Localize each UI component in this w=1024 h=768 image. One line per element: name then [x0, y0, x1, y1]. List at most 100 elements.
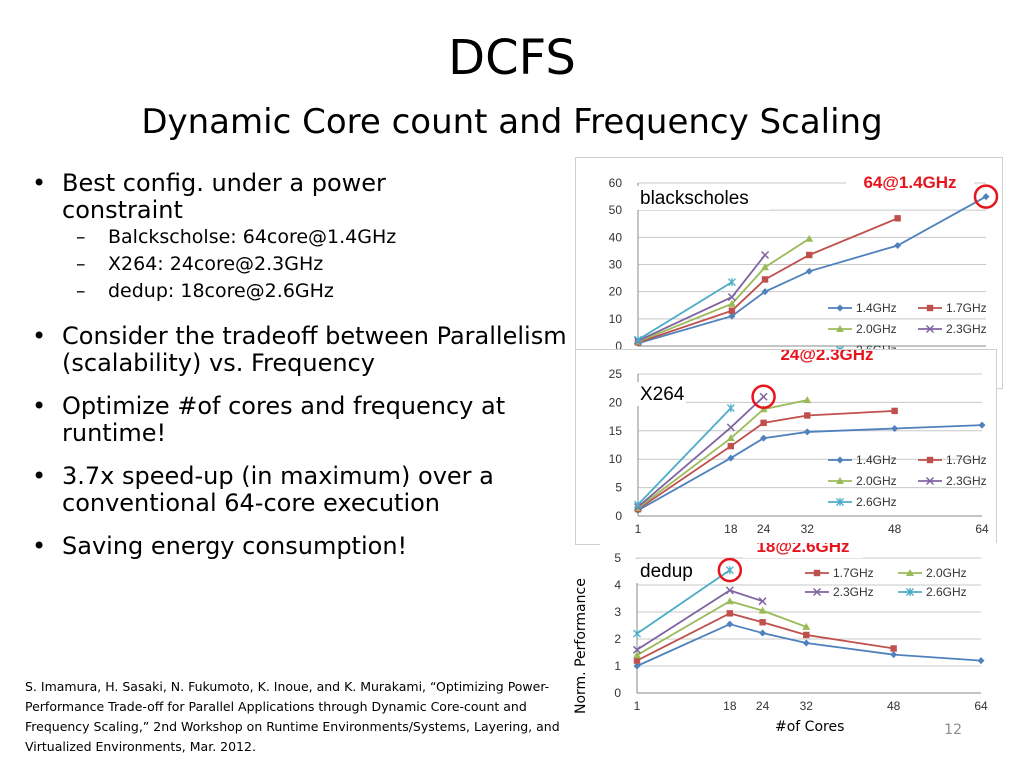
data-point — [761, 250, 770, 260]
x-tick-label: 64 — [975, 522, 989, 536]
legend-marker — [836, 304, 844, 312]
data-point — [890, 651, 898, 659]
chart-title: blackscholes — [640, 188, 749, 209]
annotation-bg — [762, 350, 892, 366]
sub-bullet-text: dedup: 18core@2.6GHz — [108, 280, 334, 302]
data-point — [802, 622, 811, 630]
sub-bullet-item: – Balckscholse: 64core@1.4GHz — [28, 224, 588, 251]
slide-title: DCFS — [448, 30, 576, 86]
data-point — [726, 434, 735, 442]
legend-marker — [836, 498, 844, 506]
data-point — [761, 288, 769, 296]
legend-label: 2.0GHz — [856, 474, 897, 488]
legend-entry: 2.6GHz — [898, 585, 967, 599]
x-tick-label: 64 — [974, 699, 988, 713]
data-point — [633, 662, 641, 670]
annotation-label: 64@1.4GHz — [863, 173, 956, 192]
legend-label: 2.3GHz — [946, 474, 987, 488]
legend-entry: 2.3GHz — [918, 474, 987, 488]
legend-label: 1.7GHz — [946, 301, 987, 315]
series-1.7GHz — [633, 610, 897, 664]
y-tick-label: 0 — [614, 686, 621, 700]
dash-icon: – — [76, 226, 86, 248]
sub-bullet-item: – dedup: 18core@2.6GHz — [28, 278, 588, 305]
data-point — [760, 419, 767, 427]
y-tick-label: 2 — [614, 632, 621, 646]
data-point — [633, 651, 641, 659]
data-point — [894, 215, 901, 222]
legend-label: 2.0GHz — [856, 322, 897, 336]
data-point — [725, 566, 734, 575]
bullet-item: • Optimize #of cores and frequency at run… — [28, 393, 602, 447]
bullet-text: Consider the tradeoff between Parallelis… — [62, 322, 567, 377]
chart-svg: 01020304050601.4GHz1.7GHz2.0GHz2.3GHz2.6… — [609, 170, 999, 357]
legend-entry: 2.6GHz — [828, 495, 897, 509]
legend-label: 1.4GHz — [856, 453, 897, 467]
legend-entry: 2.0GHz — [898, 566, 967, 580]
data-point — [761, 276, 769, 283]
bullet-text: Saving energy consumption! — [62, 532, 408, 560]
y-tick-label: 50 — [609, 203, 623, 217]
series-line — [636, 600, 807, 656]
series-2.3GHz — [633, 392, 768, 511]
legend-entry: 2.0GHz — [828, 322, 897, 336]
x-tick-label: 1 — [635, 522, 642, 536]
series-line — [637, 399, 808, 509]
series-1.4GHz — [634, 421, 986, 514]
data-point — [726, 423, 735, 432]
chart-dedup: 0 1 2 3 4 5 1 18 24 32 48 64 1.7GHz 2.0GHz 2.3GHz 2.6GH… — [600, 543, 997, 723]
data-point — [803, 428, 811, 436]
bullet-dot-icon: • — [32, 532, 47, 560]
slide-number: 12 — [944, 722, 962, 738]
y-tick-label: 3 — [614, 605, 621, 619]
x-tick-label: 48 — [888, 522, 902, 536]
legend-entry: 2.3GHz — [805, 585, 874, 599]
annotation-label: 24@2.3GHz — [780, 350, 873, 364]
y-tick-label: 60 — [609, 176, 623, 190]
series-2.0GHz — [634, 234, 814, 345]
series-line — [636, 623, 982, 667]
legend-label: 1.7GHz — [833, 566, 874, 580]
bullet-dot-icon: • — [32, 462, 47, 490]
bullet-item: • 3.7x speed-up (in maximum) over a conve… — [28, 463, 602, 517]
bullet-dot-icon: • — [32, 169, 47, 197]
x-axis-label: #of Cores — [775, 719, 845, 735]
data-point — [633, 657, 641, 664]
data-point — [760, 434, 768, 442]
data-point — [727, 293, 736, 302]
data-point — [802, 639, 810, 647]
series-line — [637, 237, 810, 343]
chart-svg: 0 5 10 15 20 25 1 18 24 32 48 64 1.4GHz 1.7GHz 2.0GHz 2… — [609, 350, 989, 536]
series-1.4GHz — [634, 193, 990, 347]
bullet-item: • Consider the tradeoff between Paralleli… — [28, 323, 622, 377]
data-point — [759, 629, 767, 637]
y-tick-label: 5 — [614, 551, 621, 565]
series-line — [636, 569, 731, 635]
bullet-dot-icon: • — [32, 322, 47, 350]
legend-label: 2.3GHz — [946, 322, 987, 336]
y-tick-label: 4 — [614, 578, 621, 592]
legend-marker — [813, 569, 821, 577]
series-line — [637, 281, 733, 341]
x-tick-label: 18 — [724, 522, 738, 536]
y-tick-label: 1 — [614, 659, 621, 673]
legend-label: 2.0GHz — [926, 566, 967, 580]
y-tick-label: 20 — [609, 285, 623, 299]
y-tick-label: 10 — [609, 312, 623, 326]
data-point — [726, 404, 735, 413]
data-point — [728, 312, 736, 320]
x-tick-label: 18 — [723, 699, 737, 713]
series-1.4GHz — [633, 620, 985, 670]
x-tick-label: 32 — [800, 699, 814, 713]
legend-entry: 2.3GHz — [918, 322, 987, 336]
data-point — [805, 234, 814, 242]
data-point — [726, 620, 734, 628]
y-tick-label: 0 — [615, 339, 622, 353]
y-tick-label: 5 — [615, 481, 622, 495]
legend-marker — [926, 456, 934, 464]
legend-entry: 1.7GHz — [918, 301, 987, 315]
data-point — [982, 193, 990, 201]
legend-marker — [906, 588, 914, 596]
y-tick-label: 40 — [609, 230, 623, 244]
data-point — [761, 263, 770, 271]
